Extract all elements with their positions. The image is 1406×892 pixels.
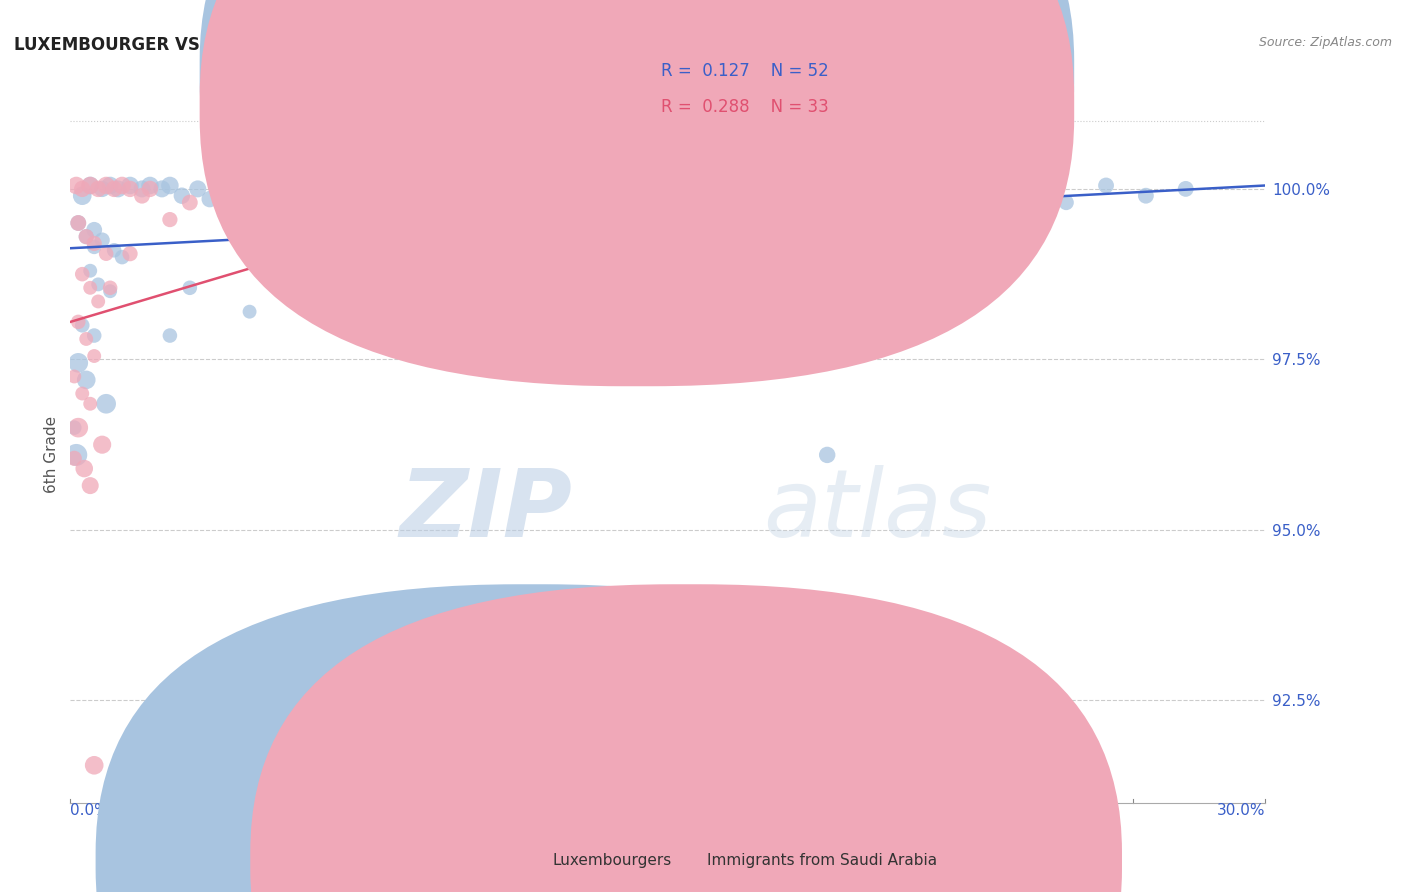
Point: [83, 758, 105, 772]
Text: R =  0.288    N = 33: R = 0.288 N = 33: [661, 98, 828, 116]
Point: [103, 182, 125, 196]
Point: [457, 257, 479, 271]
Point: [537, 244, 560, 258]
Point: [131, 188, 153, 202]
Point: [120, 246, 141, 260]
Point: [63, 369, 86, 384]
Point: [179, 195, 201, 210]
Text: 30.0%: 30.0%: [1218, 803, 1265, 818]
Point: [65, 178, 87, 193]
Point: [79, 397, 101, 411]
Point: [1174, 182, 1197, 196]
Point: [67, 216, 90, 230]
Point: [111, 178, 134, 193]
Point: [239, 304, 262, 318]
Point: [70, 267, 93, 281]
Y-axis label: 6th Grade: 6th Grade: [44, 417, 59, 493]
Point: [83, 328, 105, 343]
Point: [63, 451, 86, 466]
Point: [259, 246, 281, 260]
Point: [98, 178, 121, 193]
Point: [98, 281, 121, 295]
Point: [83, 349, 105, 363]
Point: [75, 229, 97, 244]
Point: [67, 356, 90, 370]
Point: [96, 397, 118, 411]
Point: [776, 219, 799, 234]
Point: [150, 182, 173, 196]
Point: [75, 332, 97, 346]
Point: [120, 178, 141, 193]
Point: [856, 229, 879, 244]
Text: Immigrants from Saudi Arabia: Immigrants from Saudi Arabia: [707, 854, 938, 868]
Point: [935, 212, 957, 227]
Point: [79, 178, 101, 193]
Point: [139, 182, 162, 196]
Point: [337, 219, 360, 234]
Point: [67, 315, 90, 329]
Point: [79, 281, 101, 295]
Point: [98, 284, 121, 298]
Point: [159, 212, 181, 227]
Point: [91, 233, 114, 247]
Point: [67, 216, 90, 230]
Point: [65, 448, 87, 462]
Point: [737, 246, 759, 260]
Point: [398, 229, 420, 244]
Point: [87, 294, 110, 309]
Point: [70, 188, 93, 202]
Point: [83, 223, 105, 237]
Point: [75, 373, 97, 387]
Point: [159, 178, 181, 193]
Point: [96, 246, 118, 260]
Text: ZIP: ZIP: [399, 465, 572, 557]
Point: [79, 178, 101, 193]
Point: [70, 386, 93, 401]
Text: Luxembourgers: Luxembourgers: [553, 854, 672, 868]
Text: R =  0.127    N = 52: R = 0.127 N = 52: [661, 62, 828, 80]
Point: [67, 420, 90, 434]
Point: [298, 236, 321, 251]
Point: [103, 244, 125, 258]
Point: [815, 448, 838, 462]
Text: 0.0%: 0.0%: [70, 803, 110, 818]
Point: [1135, 188, 1157, 202]
Point: [179, 281, 201, 295]
Text: LUXEMBOURGER VS IMMIGRANTS FROM SAUDI ARABIA 6TH GRADE CORRELATION CHART: LUXEMBOURGER VS IMMIGRANTS FROM SAUDI AR…: [14, 36, 845, 54]
Point: [63, 420, 86, 434]
Point: [111, 250, 134, 264]
Point: [107, 182, 129, 196]
Point: [159, 328, 181, 343]
Point: [83, 240, 105, 254]
Point: [96, 178, 118, 193]
Point: [170, 188, 193, 202]
Point: [378, 315, 401, 329]
Point: [91, 438, 114, 452]
Point: [120, 182, 141, 196]
Text: atlas: atlas: [763, 465, 991, 556]
Point: [1054, 195, 1077, 210]
Point: [83, 236, 105, 251]
Point: [87, 277, 110, 292]
Point: [70, 318, 93, 333]
Point: [73, 461, 96, 475]
Point: [91, 182, 114, 196]
Point: [187, 182, 209, 196]
Point: [218, 182, 240, 196]
Point: [70, 182, 93, 196]
Point: [139, 178, 162, 193]
Point: [576, 246, 599, 260]
Point: [131, 182, 153, 196]
Point: [79, 478, 101, 492]
Point: [1095, 178, 1118, 193]
Point: [79, 264, 101, 278]
Text: Source: ZipAtlas.com: Source: ZipAtlas.com: [1258, 36, 1392, 49]
Point: [198, 192, 221, 206]
Point: [657, 236, 679, 251]
Point: [87, 182, 110, 196]
Point: [75, 229, 97, 244]
